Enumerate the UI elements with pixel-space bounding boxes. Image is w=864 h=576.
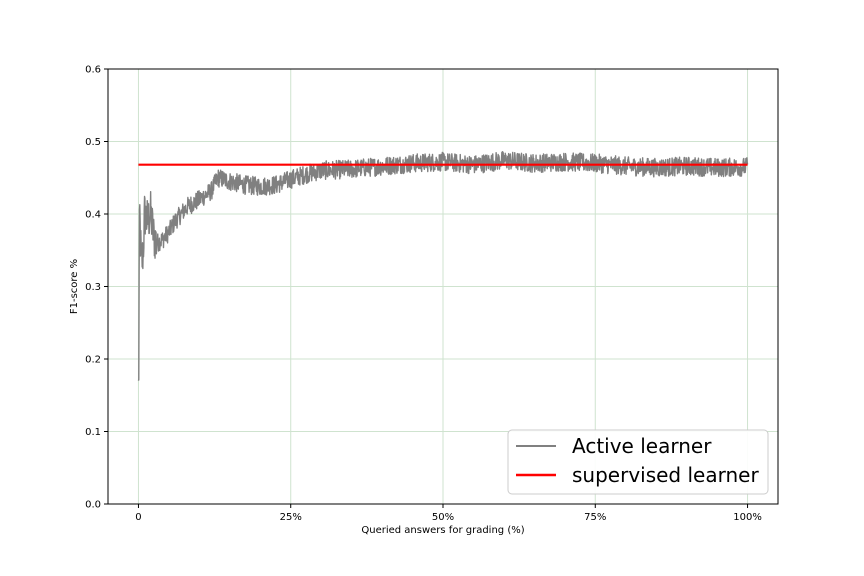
x-tick-label: 0	[135, 512, 141, 523]
y-tick-label: 0.4	[85, 210, 101, 221]
series-line-active-learner	[137, 151, 749, 381]
y-tick-label: 0.3	[85, 282, 101, 293]
x-tick-label: 75%	[584, 512, 606, 523]
y-axis-label: F1-score %	[69, 259, 80, 314]
y-tick-label: 0.1	[85, 427, 101, 438]
x-axis-label: Queried answers for grading (%)	[361, 525, 524, 536]
y-tick-label: 0.0	[85, 500, 101, 511]
legend-box	[507, 429, 769, 495]
legend-label: Active learner	[572, 434, 712, 458]
axis-ticks: 0 25% 50% 75% 100% 0.0 0.1 0.2 0.3 0.4 0.5 0.6	[85, 65, 762, 524]
x-tick-label: 50%	[432, 512, 454, 523]
y-tick-label: 0.6	[85, 65, 101, 76]
legend-label: supervised learner	[572, 463, 759, 487]
y-tick-label: 0.5	[85, 137, 101, 148]
y-tick-label: 0.2	[85, 355, 101, 366]
x-tick-label: 25%	[280, 512, 302, 523]
legend: Active learner supervised learner	[507, 429, 769, 495]
series-layer	[137, 151, 749, 381]
grid	[108, 68, 778, 505]
x-tick-label: 100%	[733, 512, 762, 523]
